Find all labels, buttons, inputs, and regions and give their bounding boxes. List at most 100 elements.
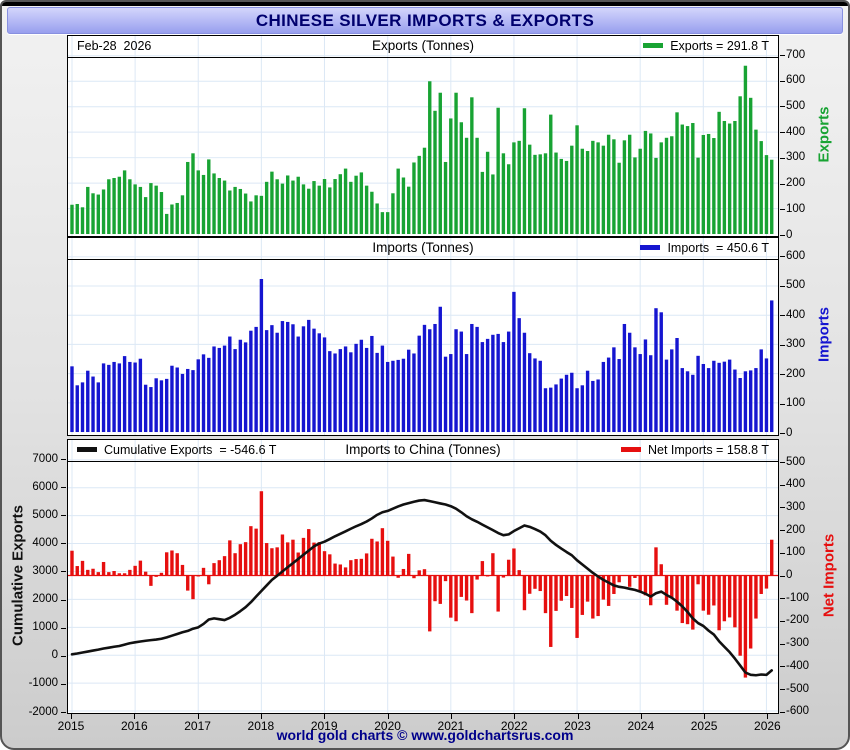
exports-legend-label: Exports = 291.8 T <box>670 39 769 53</box>
y-tick-mark <box>780 256 785 257</box>
exports-panel-header: Feb-28 2026 Exports (Tonnes) Exports = 2… <box>68 36 778 58</box>
x-tick-label: 2018 <box>247 719 275 733</box>
y-tick-label: 0 <box>786 228 793 241</box>
top-border-bar <box>2 2 848 6</box>
y-tick-label: 300 <box>786 500 806 513</box>
y-tick-mark <box>780 106 785 108</box>
x-tick-mark <box>767 714 769 719</box>
y-tick-label: 500 <box>786 99 806 112</box>
title-bar: CHINESE SILVER IMPORTS & EXPORTS <box>7 7 843 34</box>
y-tick-label: 400 <box>786 308 806 321</box>
net-imports-panel: Cumulative Exports = -546.6 T Imports to… <box>67 439 779 714</box>
imports-legend: Imports = 450.6 T <box>640 241 769 255</box>
imports-legend-swatch <box>640 245 661 250</box>
y-tick-mark <box>780 315 785 316</box>
x-tick-label: 2017 <box>184 719 211 733</box>
y-tick-mark <box>780 711 785 713</box>
y-tick-mark <box>780 374 785 375</box>
y-tick-mark <box>780 643 785 645</box>
y-tick-label: -2000 <box>28 705 58 718</box>
x-tick-label: 2023 <box>564 719 591 733</box>
y-tick-mark <box>61 571 66 573</box>
y-tick-mark <box>780 575 785 577</box>
net-imports-legend-swatch <box>620 447 641 452</box>
x-tick-label: 2020 <box>374 719 401 733</box>
exports-legend-swatch <box>643 43 664 48</box>
y-tick-mark <box>780 484 785 486</box>
y-tick-mark <box>780 344 785 346</box>
y-tick-mark <box>61 627 66 629</box>
cumulative-legend-label: Cumulative Exports = -546.6 T <box>104 443 277 457</box>
exports-axis-title: Exports <box>815 106 833 163</box>
y-tick-label: -1000 <box>28 677 58 690</box>
x-tick-label: 2025 <box>690 719 718 733</box>
y-tick-mark <box>780 620 785 622</box>
y-tick-mark <box>61 655 66 657</box>
page-title: CHINESE SILVER IMPORTS & EXPORTS <box>255 10 595 30</box>
y-tick-label: 200 <box>786 523 806 536</box>
x-tick-mark <box>387 714 389 719</box>
y-tick-label: 4000 <box>32 536 58 549</box>
y-tick-label: 300 <box>786 338 806 350</box>
x-tick-label: 2015 <box>57 719 85 733</box>
x-tick-label: 2019 <box>310 719 338 733</box>
y-tick-mark <box>61 543 66 545</box>
y-tick-label: 400 <box>786 125 806 138</box>
y-tick-mark <box>780 666 785 668</box>
imports-axis-title: Imports <box>815 307 833 363</box>
x-tick-mark <box>197 714 199 719</box>
y-tick-label: 200 <box>786 367 806 380</box>
y-tick-mark <box>780 209 785 211</box>
y-tick-mark <box>780 235 785 236</box>
y-tick-label: 7000 <box>32 452 58 465</box>
y-tick-label: 500 <box>786 279 806 291</box>
x-tick-mark <box>450 714 452 719</box>
imports-panel-title: Imports (Tonnes) <box>372 240 474 255</box>
y-tick-mark <box>780 552 785 554</box>
y-tick-mark <box>780 507 785 509</box>
y-tick-label: -100 <box>786 591 810 604</box>
y-tick-label: 600 <box>786 249 806 262</box>
y-tick-label: 100 <box>786 202 806 215</box>
imports-legend-label: Imports = 450.6 T <box>667 241 769 255</box>
x-tick-mark <box>260 714 262 719</box>
x-tick-label: 2021 <box>437 719 465 733</box>
y-tick-mark <box>780 55 785 56</box>
y-tick-mark <box>61 515 66 517</box>
y-tick-mark <box>780 80 785 82</box>
exports-panel-title: Exports (Tonnes) <box>371 38 475 53</box>
date-label: Feb-28 2026 <box>77 39 152 53</box>
y-tick-label: 300 <box>786 151 806 164</box>
y-tick-mark <box>61 459 66 460</box>
x-tick-mark <box>704 714 706 719</box>
y-tick-mark <box>780 530 785 532</box>
net-imports-legend-label: Net Imports = 158.8 T <box>647 443 769 457</box>
imports-panel: Imports (Tonnes) Imports = 450.6 T <box>67 237 779 436</box>
net-imports-panel-header: Cumulative Exports = -546.6 T Imports to… <box>68 440 778 462</box>
y-tick-label: 500 <box>786 455 806 468</box>
y-tick-label: 400 <box>786 478 806 491</box>
y-tick-mark <box>61 683 66 685</box>
x-tick-mark <box>71 714 72 719</box>
y-tick-label: 700 <box>786 48 806 61</box>
y-tick-label: -600 <box>786 705 810 718</box>
y-tick-mark <box>61 712 66 713</box>
imports-bars-svg <box>68 238 778 435</box>
x-tick-mark <box>514 714 516 719</box>
exports-legend: Exports = 291.8 T <box>643 39 769 53</box>
x-tick-label: 2016 <box>120 719 148 733</box>
x-tick-mark <box>640 714 642 719</box>
net-imports-axis-title: Net Imports <box>820 533 838 618</box>
y-tick-label: 0 <box>786 569 793 581</box>
y-tick-mark <box>780 285 785 287</box>
y-tick-label: 0 <box>51 649 58 662</box>
x-tick-label: 2024 <box>627 719 655 733</box>
y-tick-mark <box>61 487 66 489</box>
net-imports-panel-title: Imports to China (Tonnes) <box>345 442 501 457</box>
y-tick-mark <box>780 598 785 600</box>
net-imports-chart-svg <box>68 440 778 713</box>
net-imports-legend: Net Imports = 158.8 T <box>620 443 769 457</box>
y-tick-label: -400 <box>786 659 810 672</box>
x-tick-mark <box>577 714 579 719</box>
